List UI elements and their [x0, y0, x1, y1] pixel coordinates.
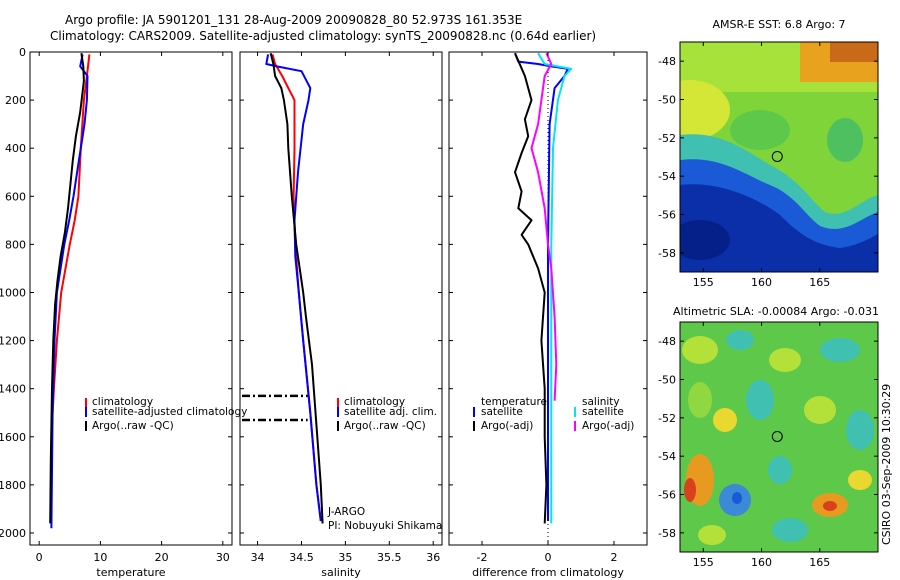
x-tick-label: 20 [155, 551, 169, 564]
y-tick-label: 1000 [0, 286, 26, 299]
x-tick-label: 10 [93, 551, 107, 564]
series-line-satellite-adjusted-climatology [50, 54, 89, 529]
legend-temperature-title: temperature [481, 396, 547, 408]
y-tick-label: -54 [658, 170, 676, 183]
x-tick-label: 30 [216, 551, 230, 564]
series-line-climatology [51, 54, 91, 425]
y-tick-label: -48 [658, 335, 676, 348]
series-line-argo-raw-qc- [269, 52, 324, 524]
x-tick-label: 155 [693, 556, 714, 569]
legend-sal-satellite-label: satellite [582, 406, 624, 418]
y-tick-label: -56 [658, 489, 676, 502]
y-tick-label: 2000 [0, 527, 26, 540]
y-tick-label: 1800 [0, 479, 26, 492]
x-tick-label: 36 [426, 551, 440, 564]
series-line-temperature-argo-adj- [514, 52, 548, 524]
y-tick-label: -50 [658, 374, 676, 387]
y-tick-label: -58 [658, 527, 676, 540]
legend-temp-argo-label: Argo(-adj) [481, 420, 533, 432]
x-tick-label: 0 [545, 551, 552, 564]
difference-legend: temperature satellite Argo(-adj) salinit… [473, 396, 634, 432]
legend-satellite-label: satellite adj. clim. [344, 406, 437, 418]
series-line-salinity-argo-adj- [530, 52, 558, 401]
x-tick-label: 34 [251, 551, 265, 564]
y-tick-label: 1400 [0, 383, 26, 396]
y-tick-label: -58 [658, 247, 676, 260]
y-tick-label: -56 [658, 209, 676, 222]
x-tick-label: -2 [477, 551, 488, 564]
sst-map-panel: AMSR-E SST: 6.8 Argo: 7 155 160 165 -48 -50 -… [658, 18, 879, 289]
legend-climatology-label: climatology [344, 396, 405, 408]
y-tick-label: 400 [5, 142, 26, 155]
y-tick-label: 0 [19, 46, 26, 59]
x-tick-label: 35.5 [377, 551, 402, 564]
salinity-profile-panel: 34 34.5 35 35.5 36 salinity climatology sate… [239, 51, 443, 579]
x-tick-label: 34.5 [289, 551, 314, 564]
salinity-legend: climatology satellite adj. clim. Argo(..… [337, 396, 437, 432]
y-tick-label: -50 [658, 94, 676, 107]
sla-heatmap [680, 322, 878, 552]
sla-map-panel: Altimetric SLA: -0.00084 Argo: -0.031 [658, 305, 879, 569]
temperature-profile-panel: 0 10 20 30 0 200 400 600 800 1000 1200 1400 1600 1800… [0, 46, 247, 579]
x-tick-label: 155 [693, 276, 714, 289]
difference-profile-panel: -2 0 2 difference from climatology tempera… [448, 51, 648, 579]
salinity-axes-frame [239, 51, 443, 546]
x-tick-label: 2 [611, 551, 618, 564]
y-tick-label: -48 [658, 55, 676, 68]
legend-climatology-label: climatology [92, 396, 153, 408]
pi-annotation: PI: Nobuyuki Shikama [328, 520, 442, 532]
title-line-2: Climatology: CARS2009. Satellite-adjuste… [50, 29, 596, 43]
series-line-temperature-satellite [514, 52, 569, 521]
y-tick-label: 1600 [0, 431, 26, 444]
temperature-xlabel: temperature [96, 566, 165, 579]
series-line-salinity-satellite [537, 52, 573, 524]
y-tick-label: 1200 [0, 335, 26, 348]
argo-location-marker [771, 430, 783, 442]
jargo-annotation: J-ARGO [327, 506, 365, 518]
x-tick-label: 165 [809, 556, 830, 569]
y-tick-label: -54 [658, 450, 676, 463]
difference-xlabel: difference from climatology [472, 566, 624, 579]
sla-map-frame [679, 321, 879, 553]
x-tick-label: 35 [338, 551, 352, 564]
x-tick-label: 165 [809, 276, 830, 289]
y-tick-label: 600 [5, 190, 26, 203]
salinity-xlabel: salinity [321, 566, 361, 579]
y-tick-label: 800 [5, 238, 26, 251]
csiro-timestamp-label: CSIRO 03-Sep-2009 10:30:29 [880, 384, 893, 545]
temperature-axes-frame [29, 51, 233, 546]
title-line-1: Argo profile: JA 5901201_131 28-Aug-2009… [65, 13, 522, 27]
y-tick-label: -52 [658, 412, 676, 425]
legend-sal-argo-label: Argo(-adj) [582, 420, 634, 432]
x-tick-label: 0 [36, 551, 43, 564]
legend-temp-satellite-label: satellite [481, 406, 523, 418]
argo-location-marker [771, 150, 783, 162]
sst-map-frame [679, 41, 879, 273]
x-tick-label: 160 [751, 556, 772, 569]
y-tick-label: 200 [5, 94, 26, 107]
series-line-argo-raw-qc- [49, 53, 85, 524]
x-tick-label: 160 [751, 276, 772, 289]
sla-map-title: Altimetric SLA: -0.00084 Argo: -0.031 [673, 305, 879, 318]
temperature-legend: climatology satellite-adjusted climatolo… [85, 396, 247, 432]
sst-heatmap [680, 42, 878, 272]
legend-salinity-title: salinity [582, 396, 620, 408]
legend-argo-label: Argo(..raw -QC) [92, 420, 174, 432]
series-line-satellite-adj-clim- [265, 54, 322, 522]
legend-argo-label: Argo(..raw -QC) [344, 420, 426, 432]
y-tick-label: -52 [658, 132, 676, 145]
sst-map-title: AMSR-E SST: 6.8 Argo: 7 [712, 18, 845, 31]
legend-satellite-label: satellite-adjusted climatology [92, 406, 247, 418]
